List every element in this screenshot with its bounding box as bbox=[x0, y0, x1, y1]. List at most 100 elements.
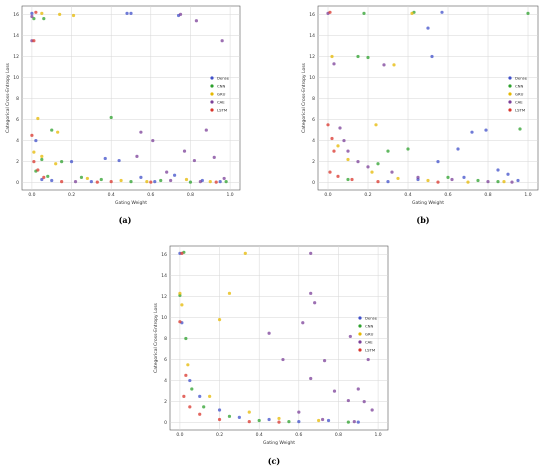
y-axis-label: Categorical Cross-Entropy Loss bbox=[301, 62, 307, 132]
data-point-gru bbox=[180, 303, 184, 307]
data-point-cae bbox=[348, 334, 352, 339]
data-point-cnn bbox=[79, 175, 84, 179]
y-tick-label: 4 bbox=[16, 138, 19, 144]
data-point-cnn bbox=[60, 160, 64, 164]
data-point-dense bbox=[430, 54, 434, 59]
data-point-gru bbox=[374, 123, 378, 127]
data-point-dense bbox=[356, 420, 360, 424]
data-point-lstm bbox=[182, 394, 186, 398]
y-tick-label: 16 bbox=[161, 252, 167, 258]
points-layer bbox=[326, 10, 530, 184]
data-point-cae bbox=[510, 180, 514, 184]
legend-label: Dense bbox=[217, 75, 230, 80]
data-point-cae bbox=[450, 177, 454, 182]
legend-marker bbox=[508, 100, 512, 104]
data-point-lstm bbox=[180, 251, 184, 255]
data-point-dense bbox=[496, 168, 500, 172]
data-point-dense bbox=[426, 26, 430, 30]
legend-marker bbox=[358, 340, 362, 344]
data-point-cnn bbox=[109, 115, 113, 120]
data-point-gru bbox=[392, 63, 396, 67]
data-point-cae bbox=[139, 130, 143, 134]
data-point-cae bbox=[309, 376, 313, 381]
data-point-gru bbox=[336, 144, 340, 148]
legend-label: LSTM bbox=[515, 107, 525, 112]
data-point-dense bbox=[440, 10, 444, 14]
legend-marker bbox=[210, 108, 214, 112]
plot-area bbox=[21, 5, 241, 191]
data-point-cnn bbox=[202, 405, 206, 409]
data-point-dense bbox=[188, 378, 192, 383]
x-tick-label: 0.6 bbox=[295, 432, 302, 438]
data-point-gru bbox=[208, 179, 212, 184]
data-point-gru bbox=[396, 176, 400, 181]
data-point-cae bbox=[309, 251, 313, 255]
x-tick-label: 1.0 bbox=[375, 432, 382, 438]
data-point-lstm bbox=[332, 149, 336, 153]
data-point-cae bbox=[309, 291, 313, 295]
data-point-cnn bbox=[496, 179, 500, 184]
data-point-dense bbox=[462, 175, 466, 179]
legend-marker bbox=[508, 108, 512, 112]
y-tick-label: 2 bbox=[164, 399, 167, 405]
legend-marker bbox=[358, 348, 362, 352]
x-tick-label: 0.8 bbox=[187, 192, 194, 198]
data-point-dense bbox=[89, 179, 93, 184]
data-point-gru bbox=[56, 130, 60, 134]
x-axis-label: Gating Weight bbox=[263, 440, 295, 446]
data-point-cae bbox=[301, 321, 305, 325]
data-point-lstm bbox=[214, 180, 218, 184]
points-layer bbox=[30, 10, 228, 184]
data-point-cae bbox=[321, 417, 325, 422]
legend-marker bbox=[508, 92, 512, 96]
x-tick-label: 0.4 bbox=[256, 432, 263, 438]
legend-label: LSTM bbox=[365, 347, 375, 352]
data-point-cnn bbox=[227, 414, 232, 418]
data-point-dense bbox=[218, 179, 222, 184]
data-point-gru bbox=[85, 176, 89, 181]
data-point-gru bbox=[186, 363, 190, 367]
data-point-cae bbox=[332, 389, 337, 393]
x-tick-label: 0.8 bbox=[335, 432, 342, 438]
chart-panel: 0.0 0.2 0.4 0.6 0.8 1.0 0 2 4 6 8 10 12 14 16 Gating We… bbox=[5, 5, 241, 225]
data-point-dense bbox=[217, 408, 222, 412]
data-point-cnn bbox=[40, 157, 44, 162]
y-tick-label: 10 bbox=[309, 75, 315, 81]
data-point-gru bbox=[119, 178, 123, 183]
data-point-cnn bbox=[42, 17, 46, 21]
data-point-cae bbox=[346, 398, 350, 403]
plot-area bbox=[317, 5, 539, 191]
data-point-cae bbox=[362, 400, 366, 404]
legend-marker bbox=[210, 92, 214, 96]
y-tick-label: 12 bbox=[13, 54, 19, 60]
data-point-lstm bbox=[109, 179, 113, 184]
chart-panel: 0.0 0.2 0.4 0.6 0.8 1.0 0 2 4 6 8 10 12 14 16 Gating We… bbox=[153, 245, 389, 466]
data-point-cae bbox=[220, 39, 224, 43]
data-point-gru bbox=[217, 318, 222, 322]
data-point-cae bbox=[178, 12, 183, 17]
chart-panel: 0.0 0.2 0.4 0.6 0.8 1.0 0 2 4 6 8 10 12 14 16 Gating We… bbox=[301, 5, 539, 225]
y-tick-label: 2 bbox=[312, 159, 315, 165]
data-point-cnn bbox=[184, 336, 188, 341]
data-point-gru bbox=[243, 251, 247, 255]
data-point-gru bbox=[346, 157, 350, 162]
data-point-cae bbox=[182, 149, 187, 153]
data-point-cnn bbox=[159, 178, 163, 183]
x-tick-label: 0.4 bbox=[404, 192, 411, 198]
data-point-gru bbox=[370, 170, 374, 174]
data-point-cnn bbox=[356, 54, 360, 59]
data-point-gru bbox=[184, 177, 189, 182]
data-point-dense bbox=[103, 156, 107, 161]
x-tick-label: 0.8 bbox=[484, 192, 491, 198]
data-point-dense bbox=[117, 158, 121, 163]
y-axis-label: Categorical Cross-Entropy Loss bbox=[153, 302, 159, 372]
data-point-cnn bbox=[346, 177, 350, 182]
data-point-cae bbox=[332, 62, 336, 66]
y-tick-label: 8 bbox=[312, 96, 315, 102]
data-point-gru bbox=[466, 180, 470, 184]
x-tick-label: 0.6 bbox=[444, 192, 451, 198]
data-point-gru bbox=[330, 54, 334, 59]
data-point-cae bbox=[366, 357, 370, 362]
data-point-gru bbox=[426, 178, 430, 183]
y-tick-label: 16 bbox=[13, 12, 19, 18]
